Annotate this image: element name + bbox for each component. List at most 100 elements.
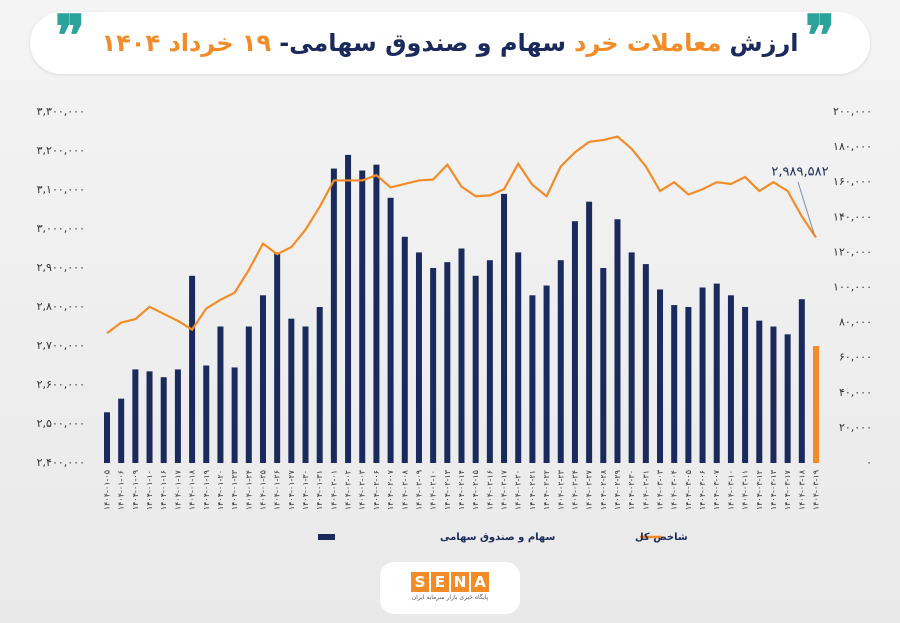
bar xyxy=(685,307,692,463)
x-tick-label: ۱۴۰۴-۰۳-۱۳ xyxy=(769,469,778,510)
x-tick-label: ۱۴۰۴-۰۱-۲۷ xyxy=(287,469,296,510)
bar xyxy=(288,318,295,463)
x-tick-label: ۱۴۰۴-۰۳-۱۲ xyxy=(755,470,764,510)
bar xyxy=(146,371,153,463)
bar xyxy=(770,326,777,463)
bar xyxy=(316,307,323,463)
bar xyxy=(444,262,451,463)
x-tick-label: ۱۴۰۴-۰۱-۳۰ xyxy=(301,470,310,510)
bar xyxy=(642,264,649,463)
x-tick-label: ۱۴۰۴-۰۱-۱۸ xyxy=(188,469,197,510)
bar xyxy=(727,295,734,463)
quote-mark: ❞ xyxy=(805,3,836,69)
bar xyxy=(501,193,508,463)
x-tick-label: ۱۴۰۴-۰۲-۲۹ xyxy=(613,470,622,510)
x-tick-label: ۱۴۰۴-۰۲-۲۲ xyxy=(542,470,551,510)
bar xyxy=(203,365,210,463)
y2-tick-label: ۰ xyxy=(866,456,872,469)
y-tick-label: ۳,۰۰۰,۰۰۰ xyxy=(37,222,85,235)
y2-tick-label: ۱۲۰,۰۰۰ xyxy=(833,245,872,258)
x-tick-label: ۱۴۰۴-۰۲-۰۹ xyxy=(414,470,423,510)
y-tick-label: ۲,۷۰۰,۰۰۰ xyxy=(37,339,85,352)
x-tick-label: ۱۴۰۴-۰۲-۲۸ xyxy=(599,469,608,510)
title-part: معاملات خرد xyxy=(574,29,722,57)
bar xyxy=(472,275,479,463)
x-tick-label: ۱۴۰۴-۰۱-۱۶ xyxy=(159,470,168,510)
x-tick-label: ۱۴۰۴-۰۲-۲۴ xyxy=(570,470,579,510)
y2-tick-label: ۱۶۰,۰۰۰ xyxy=(833,175,872,188)
x-tick-label: ۱۴۰۴-۰۲-۲۳ xyxy=(556,469,565,510)
legend-swatch xyxy=(318,534,335,540)
bar xyxy=(529,295,536,463)
y2-tick-label: ۸۰,۰۰۰ xyxy=(839,316,872,329)
bar xyxy=(614,219,621,463)
annotation: ۲,۹۸۹,۵۸۲ xyxy=(771,165,828,180)
x-tick-label: ۱۴۰۴-۰۳-۱۰ xyxy=(726,470,735,510)
x-tick-label: ۱۴۰۴-۰۲-۰۷ xyxy=(386,469,395,510)
y-tick-label: ۲,۶۰۰,۰۰۰ xyxy=(37,378,85,391)
bar xyxy=(259,295,266,463)
bar xyxy=(373,164,380,463)
x-tick-label: ۱۴۰۴-۰۱-۳۱ xyxy=(315,470,324,510)
bar xyxy=(189,275,196,463)
x-tick-label: ۱۴۰۴-۰۲-۳۰ xyxy=(627,470,636,510)
bar xyxy=(217,326,224,463)
title-part: ۱۹ خرداد ۱۴۰۴ xyxy=(101,29,272,57)
x-tick-label: ۱۴۰۴-۰۱-۰۹ xyxy=(131,470,140,510)
x-tick-label: ۱۴۰۴-۰۲-۱۷ xyxy=(500,469,509,510)
chart-title: ارزش معاملات خرد سهام و صندوق سهامی- ۱۹ خرد… xyxy=(30,12,870,74)
bar xyxy=(798,299,805,463)
bar xyxy=(756,320,763,463)
legend-label: سهام و صندوق سهامی xyxy=(440,532,556,543)
x-tick-label: ۱۴۰۴-۰۳-۰۷ xyxy=(712,469,721,510)
y-tick-label: ۳,۳۰۰,۰۰۰ xyxy=(37,105,85,118)
x-tick-label: ۱۴۰۴-۰۲-۱۵ xyxy=(471,470,480,510)
x-tick-label: ۱۴۰۴-۰۲-۱۰ xyxy=(429,470,438,510)
bar xyxy=(174,369,181,463)
bar xyxy=(671,305,678,463)
bar xyxy=(543,285,550,463)
line xyxy=(106,135,817,335)
x-tick-label: ۱۴۰۴-۰۱-۱۷ xyxy=(173,469,182,510)
bar xyxy=(345,154,352,463)
y-tick-label: ۳,۲۰۰,۰۰۰ xyxy=(37,144,85,157)
x-tick-label: ۱۴۰۴-۰۲-۰۳ xyxy=(358,469,367,510)
bar xyxy=(699,287,706,463)
bar xyxy=(571,221,578,463)
title-part: سهام و صندوق سهامی- xyxy=(279,29,567,57)
x-tick-label: ۱۴۰۴-۰۲-۰۲ xyxy=(344,470,353,510)
y-tick-label: ۲,۴۰۰,۰۰۰ xyxy=(37,456,85,469)
bar xyxy=(515,252,522,463)
x-tick-label: ۱۴۰۴-۰۱-۰۵ xyxy=(103,470,112,510)
y-tick-label: ۳,۱۰۰,۰۰۰ xyxy=(37,183,85,196)
x-tick-label: ۱۴۰۴-۰۳-۰۶ xyxy=(698,470,707,510)
x-tick-label: ۱۴۰۴-۰۱-۲۶ xyxy=(273,470,282,510)
x-tick-label: ۱۴۰۴-۰۱-۱۰ xyxy=(145,470,154,510)
bar xyxy=(132,369,139,463)
bar xyxy=(231,367,238,463)
x-tick-label: ۱۴۰۴-۰۱-۰۶ xyxy=(117,470,126,510)
y2-tick-label: ۲۰۰,۰۰۰ xyxy=(833,105,872,118)
bar xyxy=(387,197,394,464)
title-part: ارزش xyxy=(729,29,799,57)
bar xyxy=(160,377,167,463)
bar xyxy=(430,268,437,463)
bar xyxy=(657,289,664,463)
x-tick-label: ۱۴۰۴-۰۲-۲۷ xyxy=(585,469,594,510)
x-tick-label: ۱۴۰۴-۰۲-۱۳ xyxy=(443,469,452,510)
x-tick-label: ۱۴۰۴-۰۲-۰۶ xyxy=(372,470,381,510)
x-tick-label: ۱۴۰۴-۰۲-۲۱ xyxy=(528,470,537,510)
quote-mark: ❞ xyxy=(55,3,86,69)
y2-tick-label: ۴۰,۰۰۰ xyxy=(839,386,872,399)
x-tick-label: ۱۴۰۴-۰۳-۱۷ xyxy=(783,469,792,510)
bar xyxy=(713,283,720,463)
bar xyxy=(245,326,252,463)
bar xyxy=(104,412,110,463)
x-tick-label: ۱۴۰۴-۰۱-۲۳ xyxy=(230,469,239,510)
y-tick-label: ۲,۵۰۰,۰۰۰ xyxy=(37,417,85,430)
x-tick-label: ۱۴۰۴-۰۳-۰۴ xyxy=(670,470,679,510)
x-tick-label: ۱۴۰۴-۰۱-۱۹ xyxy=(202,470,211,510)
